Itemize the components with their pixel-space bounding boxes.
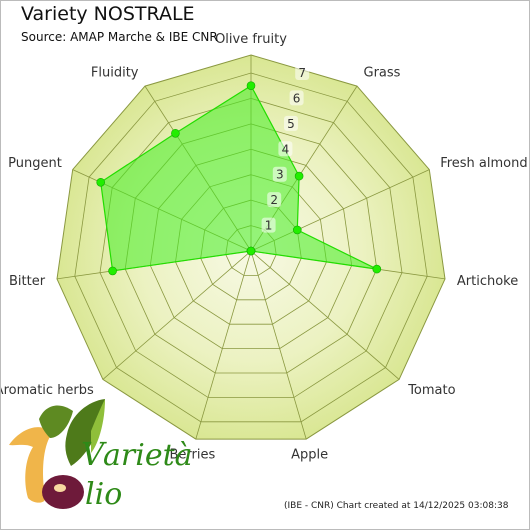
tick-label-bg	[272, 166, 287, 182]
logo-wordmark-top: arietà	[103, 438, 193, 473]
axis-label: Tomato	[407, 383, 455, 398]
data-point	[246, 246, 256, 256]
tick-label-bg	[284, 115, 298, 131]
logo-letter-v: V	[81, 435, 107, 473]
data-point	[292, 225, 302, 235]
grid-spoke	[250, 250, 400, 380]
axis-label: Artichoke	[457, 274, 518, 289]
axis-label: Bitter	[9, 274, 46, 289]
radial-tick-label: 5	[287, 117, 295, 131]
grid-spoke	[195, 250, 252, 440]
chart-subtitle: Source: AMAP Marche & IBE CNR	[21, 30, 218, 44]
axis-label: Aromatic herbs	[1, 383, 94, 398]
axis-labels: Olive fruity Grass Fresh almond Artichoke To…	[1, 32, 528, 462]
radial-tick-label: 6	[293, 91, 301, 105]
grid-spoke	[250, 250, 307, 440]
tick-label-bg	[278, 141, 293, 157]
data-point	[294, 171, 304, 181]
grid-spoke	[102, 250, 252, 380]
radial-tick-label: 4	[282, 142, 290, 156]
logo-wordmark-bottom: lio	[85, 477, 122, 512]
radial-tick-label: 2	[270, 193, 278, 207]
data-point	[96, 178, 105, 187]
data-point	[372, 264, 382, 274]
chart-credit: (IBE - CNR) Chart created at 14/12/2025 …	[284, 501, 509, 511]
axis-label: Fluidity	[91, 66, 139, 81]
axis-label: Berries	[170, 447, 216, 462]
data-point	[246, 81, 256, 90]
radial-tick-label: 1	[265, 219, 273, 233]
data-point	[171, 129, 180, 138]
axis-label: Apple	[291, 447, 328, 462]
radial-tick-label: 3	[276, 168, 284, 182]
axis-label: Olive fruity	[215, 32, 287, 47]
tick-label-bg	[289, 90, 304, 106]
data-point	[108, 266, 117, 276]
radial-tick-label: 7	[298, 66, 306, 80]
grid-ring-7	[74, 72, 428, 423]
radial-tick-labels: 1 2 3 4 5 6 7	[261, 65, 310, 233]
tick-label-bg	[295, 65, 310, 80]
tick-label-bg	[261, 217, 276, 233]
series-layer	[96, 81, 382, 276]
chart-title: Variety NOSTRALE	[21, 3, 195, 25]
axis-label: Fresh almond	[440, 156, 527, 171]
axis-label: Pungent	[8, 156, 62, 171]
logo: arietà lio V	[9, 399, 193, 512]
tick-label-bg	[267, 192, 282, 208]
axis-label: Grass	[364, 66, 401, 81]
